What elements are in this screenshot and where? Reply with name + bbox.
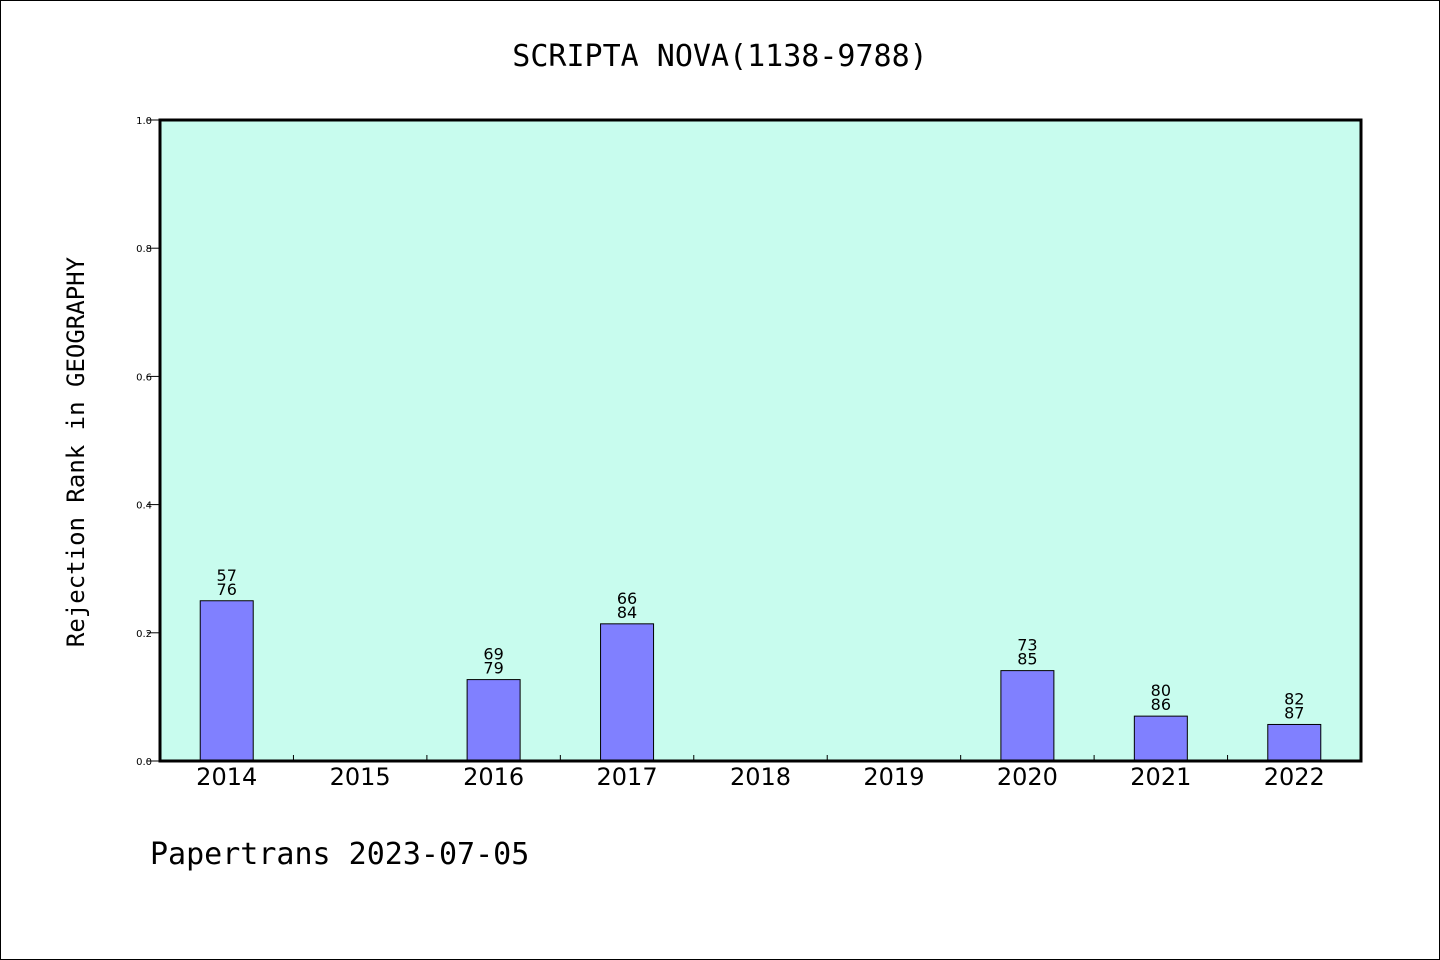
bar-2016 <box>466 679 521 762</box>
bar-2014 <box>199 600 254 762</box>
bar-label-bottom: 84 <box>617 603 637 622</box>
bar-label-bottom: 76 <box>217 580 237 599</box>
bar-2021 <box>1133 715 1188 762</box>
y-tick-label: 0.0 <box>136 757 152 768</box>
bar-label-top: 82 <box>1284 689 1304 708</box>
x-tick-label: 2016 <box>463 763 524 791</box>
bar-2022 <box>1267 723 1322 762</box>
y-tick-label: 0.4 <box>136 501 152 512</box>
bar-label-bottom: 79 <box>483 659 503 678</box>
x-tick-label: 2020 <box>997 763 1058 791</box>
bar-label-bottom: 86 <box>1151 695 1171 714</box>
x-tick-label: 2021 <box>1130 763 1191 791</box>
y-tick-label: 0.8 <box>136 244 152 255</box>
x-tick-label: 2022 <box>1264 763 1325 791</box>
bar-2020 <box>1000 670 1055 762</box>
bar-label-top: 80 <box>1151 681 1171 700</box>
y-tick-label: 1.0 <box>136 116 152 127</box>
bar-2017 <box>600 623 655 762</box>
x-tick-label: 2017 <box>597 763 658 791</box>
footer-text: Papertrans 2023-07-05 <box>150 837 529 872</box>
chart-title: SCRIPTA NOVA(1138-9788) <box>512 39 927 74</box>
bar-label-top: 57 <box>217 566 237 585</box>
x-tick-label: 2019 <box>863 763 924 791</box>
x-tick-label: 2014 <box>196 763 257 791</box>
x-axis: 2014 2015 2016 2017 2018 2019 2020 2021 2022 <box>196 755 1325 791</box>
bar-label-top: 66 <box>617 589 637 608</box>
plot-border <box>158 118 1363 763</box>
y-axis-label: Rejection Rank in GEOGRAPHY <box>62 256 90 647</box>
bar-label-bottom: 87 <box>1284 703 1304 722</box>
bar-label-bottom: 85 <box>1017 650 1037 669</box>
x-tick-label: 2015 <box>330 763 391 791</box>
x-tick-label: 2018 <box>730 763 791 791</box>
y-tick-label: 0.6 <box>136 372 152 383</box>
bar-label-top: 73 <box>1017 636 1037 655</box>
plot-area <box>160 120 1361 761</box>
y-axis: 0.0 0.2 0.4 0.6 0.8 1.0 <box>136 116 160 768</box>
bar-label-top: 69 <box>483 645 503 664</box>
y-tick-label: 0.2 <box>136 629 152 640</box>
